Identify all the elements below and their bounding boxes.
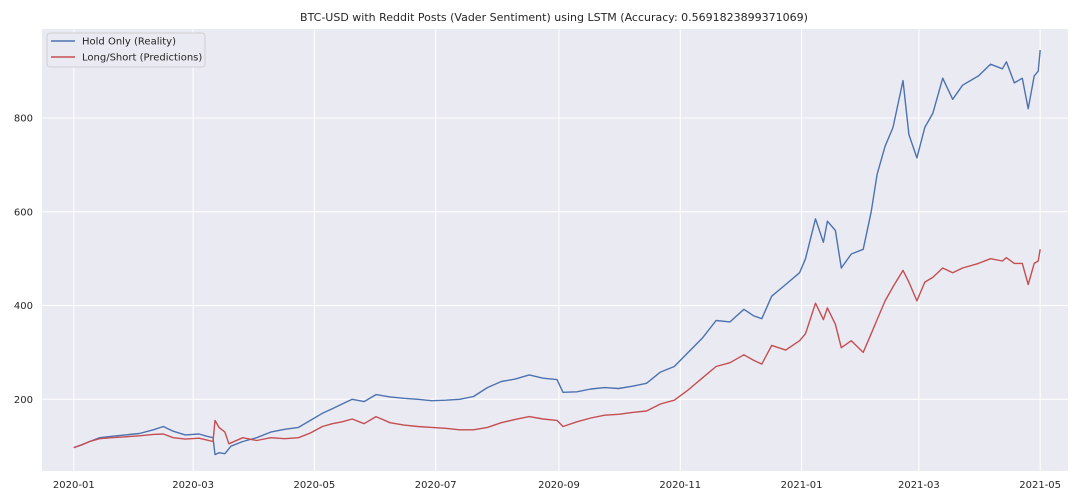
x-tick-label: 2020-03: [172, 480, 214, 491]
legend-label: Long/Short (Predictions): [82, 53, 202, 64]
y-tick-label: 600: [14, 207, 33, 218]
x-tick-label: 2020-01: [53, 480, 95, 491]
x-axis: 2020-01 2020-03 2020-05 2020-07 2020-09 2020-…: [53, 480, 1061, 491]
series-line-hold-only: [73, 50, 1041, 456]
x-tick-label: 2020-07: [415, 480, 457, 491]
x-tick-label: 2021-03: [898, 480, 940, 491]
x-tick-label: 2020-09: [538, 480, 580, 491]
chart-title: BTC-USD with Reddit Posts (Vader Sentime…: [300, 11, 808, 24]
x-tick-label: 2020-11: [659, 480, 701, 491]
x-tick-label: 2020-05: [294, 480, 336, 491]
x-tick-label: 2021-05: [1019, 480, 1061, 491]
series-line-long-short: [73, 249, 1041, 449]
legend-box: [46, 32, 206, 68]
plot-area: [42, 29, 1068, 471]
y-tick-label: 200: [14, 395, 33, 406]
x-tick-label: 2021-01: [781, 480, 823, 491]
legend-label: Hold Only (Reality): [82, 37, 176, 48]
y-tick-label: 800: [14, 114, 33, 125]
y-axis: 200 400 600 800: [14, 114, 33, 406]
grid: [42, 29, 1068, 471]
y-tick-label: 400: [14, 301, 33, 312]
legend: Hold Only (Reality) Long/Short (Predictio…: [46, 32, 206, 68]
series-layer: [73, 50, 1041, 456]
